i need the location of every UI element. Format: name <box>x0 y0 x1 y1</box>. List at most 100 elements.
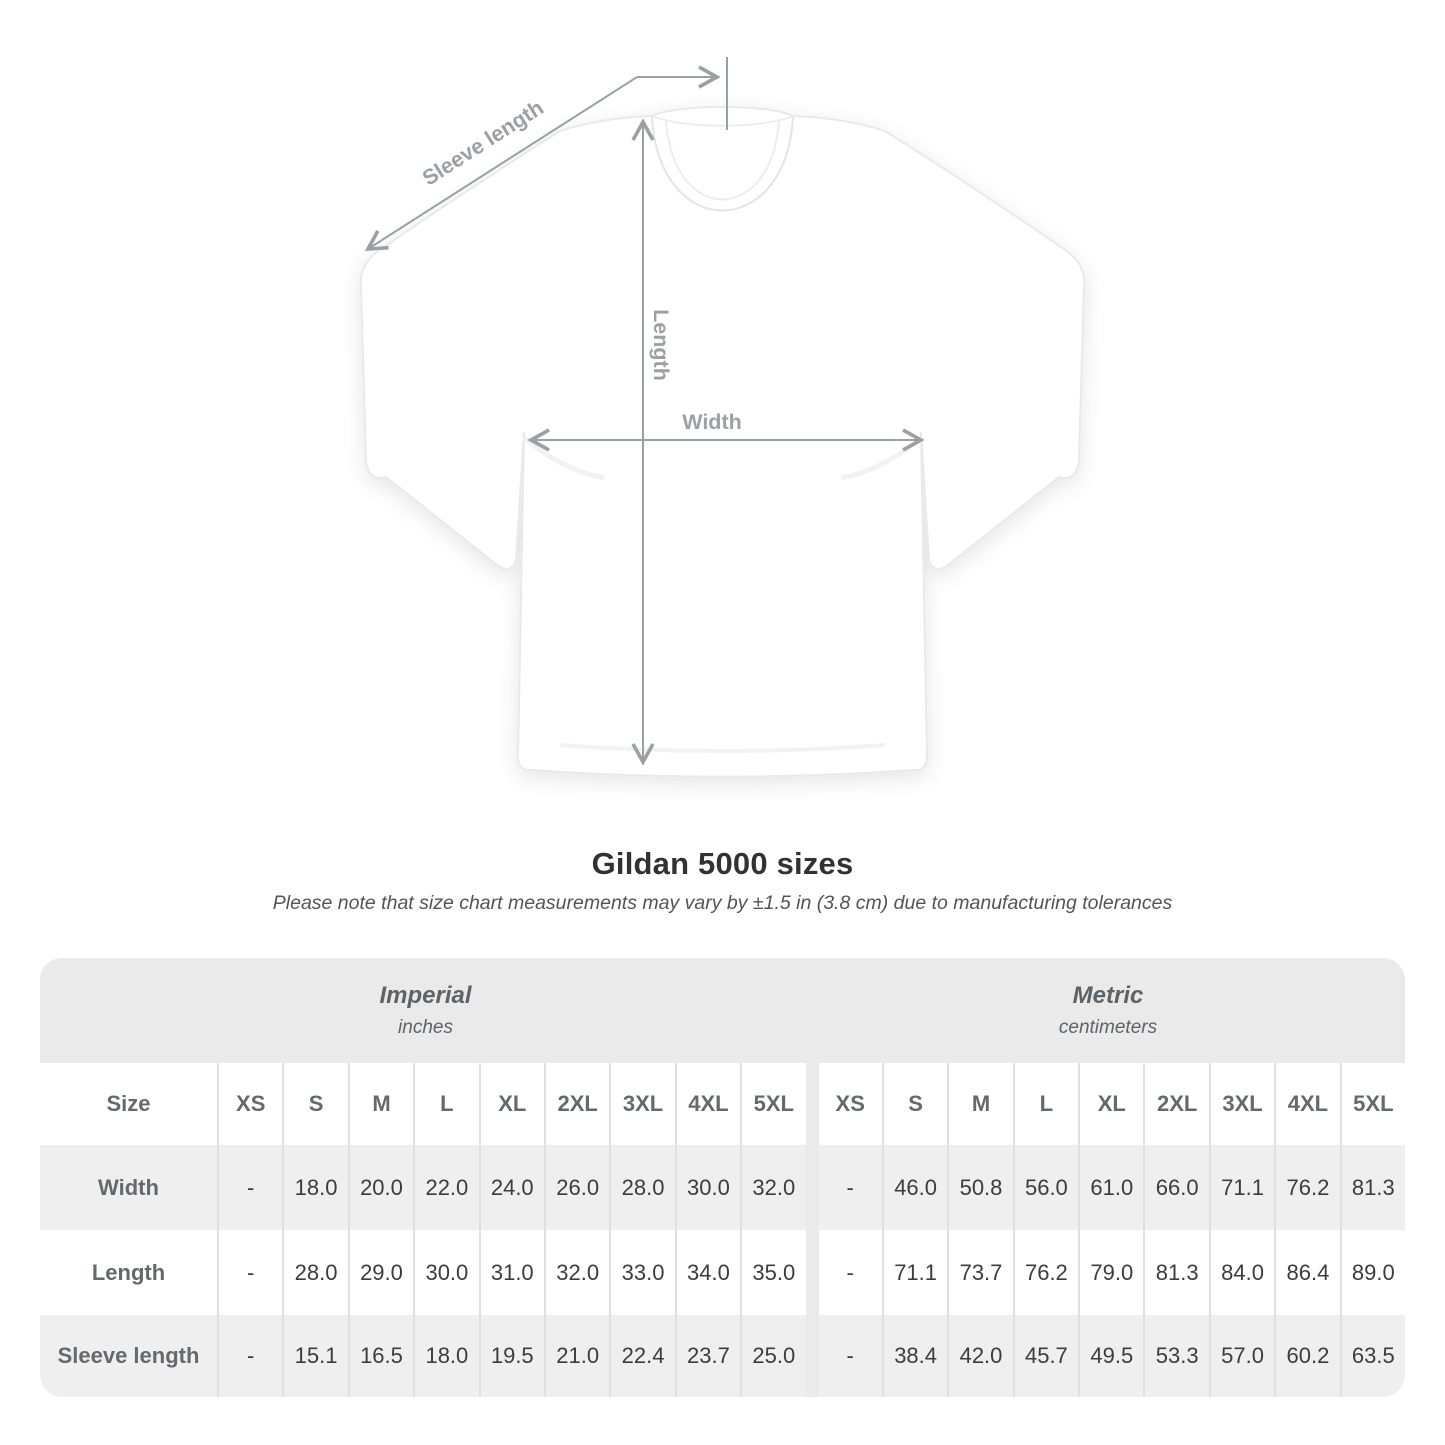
size-table: Imperial inches Metric centimeters Size X… <box>40 958 1405 1397</box>
size-header-imperial-3xl: 3XL <box>609 1063 674 1145</box>
value-cell: 57.0 <box>1208 1315 1274 1397</box>
value-cell: 30.0 <box>413 1230 478 1315</box>
value-cell: 29.0 <box>347 1230 413 1315</box>
value-cell: 20.0 <box>347 1145 413 1230</box>
collar-back-line <box>651 115 794 127</box>
metric-title: Metric <box>1072 982 1144 1009</box>
value-cell: 19.5 <box>478 1315 544 1397</box>
value-cell: 25.0 <box>740 1315 805 1397</box>
value-cell: 18.0 <box>413 1315 478 1397</box>
unit-header-band: Imperial inches Metric centimeters <box>40 958 1405 1063</box>
page-title: Gildan 5000 sizes <box>591 846 854 881</box>
value-cell: 28.0 <box>609 1145 674 1230</box>
value-cell: 16.5 <box>347 1315 413 1397</box>
value-cell: 86.4 <box>1274 1230 1339 1315</box>
value-cell: 38.4 <box>881 1315 947 1397</box>
value-cell: - <box>805 1315 882 1397</box>
value-cell: 22.4 <box>609 1315 674 1397</box>
value-cell: 23.7 <box>674 1315 740 1397</box>
value-cell: 81.3 <box>1143 1230 1208 1315</box>
length-label: Length <box>649 309 673 381</box>
value-cell: 35.0 <box>740 1230 805 1315</box>
size-header-imperial-l: L <box>413 1063 478 1145</box>
size-header-metric-3xl: 3XL <box>1208 1063 1274 1145</box>
value-cell: 32.0 <box>740 1145 805 1230</box>
value-cell: 66.0 <box>1143 1145 1208 1230</box>
size-header-imperial-xs: XS <box>217 1063 282 1145</box>
crease-hem <box>559 743 886 753</box>
size-table-grid: Size XS S M L XL 2XL 3XL 4XL 5XL XS S M L XL 2XL 3XL 4XL 5… <box>40 1063 1405 1397</box>
value-cell: 18.0 <box>282 1145 347 1230</box>
imperial-subtitle: inches <box>398 1017 453 1038</box>
value-cell: 53.3 <box>1143 1315 1208 1397</box>
row-label: Sleeve length <box>57 1343 200 1368</box>
value-cell: 31.0 <box>478 1230 544 1315</box>
value-cell: 24.0 <box>478 1145 544 1230</box>
value-cell: 33.0 <box>609 1230 674 1315</box>
page-subtitle: Please note that size chart measurements… <box>272 892 1173 914</box>
value-cell: 42.0 <box>947 1315 1012 1397</box>
value-cell: 28.0 <box>282 1230 347 1315</box>
measurement-lines <box>364 57 925 766</box>
value-cell: 81.3 <box>1339 1145 1405 1230</box>
collar-outer-line <box>651 115 794 212</box>
size-header-metric-xs: XS <box>805 1063 882 1145</box>
table-row-sleeve-length: Sleeve length -15.1 16.5 18.0 19.5 21.0 22.4 23… <box>40 1315 1405 1397</box>
value-cell: 30.0 <box>674 1145 740 1230</box>
value-cell: 56.0 <box>1012 1145 1078 1230</box>
value-cell: 15.1 <box>282 1315 347 1397</box>
imperial-title: Imperial <box>379 982 472 1009</box>
width-label: Width <box>682 410 742 434</box>
size-header-imperial-2xl: 2XL <box>543 1063 609 1145</box>
tshirt-measurement-diagram: Sleeve length Length Width <box>359 57 1086 778</box>
value-cell: 89.0 <box>1339 1230 1405 1315</box>
value-cell: 49.5 <box>1078 1315 1143 1397</box>
table-row-width: Width -18.0 20.0 22.0 24.0 26.0 28.0 30.0 32.0-4… <box>40 1145 1405 1230</box>
value-cell: 21.0 <box>543 1315 609 1397</box>
size-header-metric-l: L <box>1012 1063 1078 1145</box>
size-header-metric-2xl: 2XL <box>1143 1063 1208 1145</box>
size-header-metric-4xl: 4XL <box>1274 1063 1339 1145</box>
size-header-imperial-xl: XL <box>478 1063 544 1145</box>
table-row-length: Length -28.0 29.0 30.0 31.0 32.0 33.0 34.0 35.0-… <box>40 1230 1405 1315</box>
value-cell: 46.0 <box>881 1145 947 1230</box>
value-cell: 45.7 <box>1012 1315 1078 1397</box>
value-cell: 32.0 <box>543 1230 609 1315</box>
value-cell: - <box>805 1145 882 1230</box>
value-cell: 76.2 <box>1012 1230 1078 1315</box>
table-row-sizes: Size XS S M L XL 2XL 3XL 4XL 5XL XS S M L XL 2XL 3XL 4XL 5… <box>40 1063 1405 1145</box>
row-label: Length <box>91 1259 166 1285</box>
value-cell: - <box>217 1315 282 1397</box>
value-cell: 60.2 <box>1274 1315 1339 1397</box>
value-cell: 50.8 <box>947 1145 1012 1230</box>
unit-group-metric: Metric centimeters <box>811 958 1405 1063</box>
size-header-metric-m: M <box>947 1063 1012 1145</box>
value-cell: - <box>217 1230 282 1315</box>
size-header-metric-xl: XL <box>1078 1063 1143 1145</box>
size-header-metric-s: S <box>881 1063 947 1145</box>
value-cell: 79.0 <box>1078 1230 1143 1315</box>
value-cell: - <box>217 1145 282 1230</box>
value-cell: 84.0 <box>1208 1230 1274 1315</box>
value-cell: 76.2 <box>1274 1145 1339 1230</box>
size-header-imperial-5xl: 5XL <box>740 1063 805 1145</box>
row-label: Width <box>98 1174 159 1200</box>
value-cell: 26.0 <box>543 1145 609 1230</box>
size-header-imperial-s: S <box>282 1063 347 1145</box>
value-cell: 73.7 <box>947 1230 1012 1315</box>
size-header-metric-5xl: 5XL <box>1339 1063 1405 1145</box>
tshirt-graphic <box>359 106 1086 778</box>
value-cell: 61.0 <box>1078 1145 1143 1230</box>
value-cell: 71.1 <box>1208 1145 1274 1230</box>
size-header-imperial-m: M <box>347 1063 413 1145</box>
size-column-header: Size <box>106 1091 151 1116</box>
value-cell: 71.1 <box>881 1230 947 1315</box>
unit-group-imperial: Imperial inches <box>40 958 811 1063</box>
value-cell: - <box>805 1230 882 1315</box>
metric-subtitle: centimeters <box>1058 1017 1158 1038</box>
size-header-imperial-4xl: 4XL <box>674 1063 740 1145</box>
value-cell: 22.0 <box>413 1145 478 1230</box>
value-cell: 63.5 <box>1339 1315 1405 1397</box>
collar-inner-line <box>665 119 780 201</box>
